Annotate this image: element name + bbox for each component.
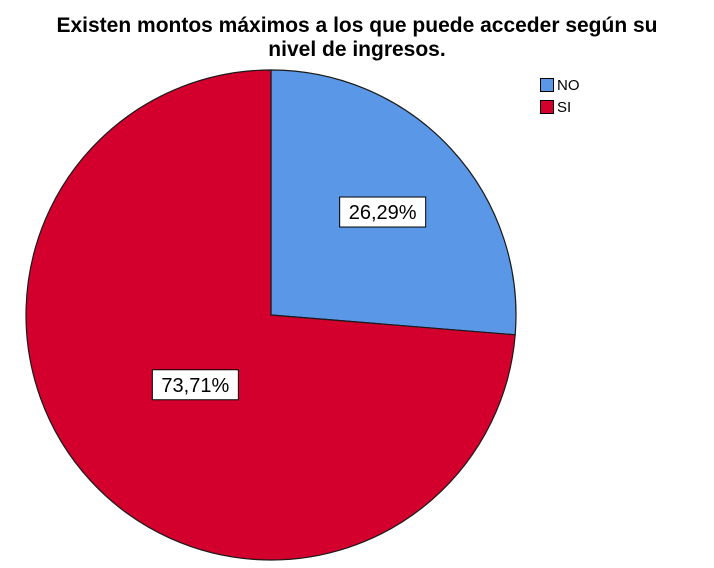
chart-title-line-1: Existen montos máximos a los que puede a… [56,14,658,37]
chart-title-line-2: nivel de ingresos. [268,38,446,61]
data-label-no-box [339,196,427,228]
chart-title: Existen montos máximos a los que puede a… [0,14,714,62]
data-label-si-box [151,369,239,401]
legend-label-no: NO [557,76,580,94]
pie-slice-si [25,69,516,561]
legend-item-no: NO [540,74,580,96]
legend: NO SI [540,74,580,118]
legend-item-si: SI [540,96,580,118]
data-label-si: 73,71% [151,369,239,401]
legend-swatch-si [540,100,554,114]
legend-swatch-no [540,78,554,92]
data-label-no-text: 26,29% [349,202,417,224]
data-label-si-text: 73,71% [161,375,229,397]
data-label-no: 26,29% [339,196,427,228]
legend-label-si: SI [557,98,572,116]
